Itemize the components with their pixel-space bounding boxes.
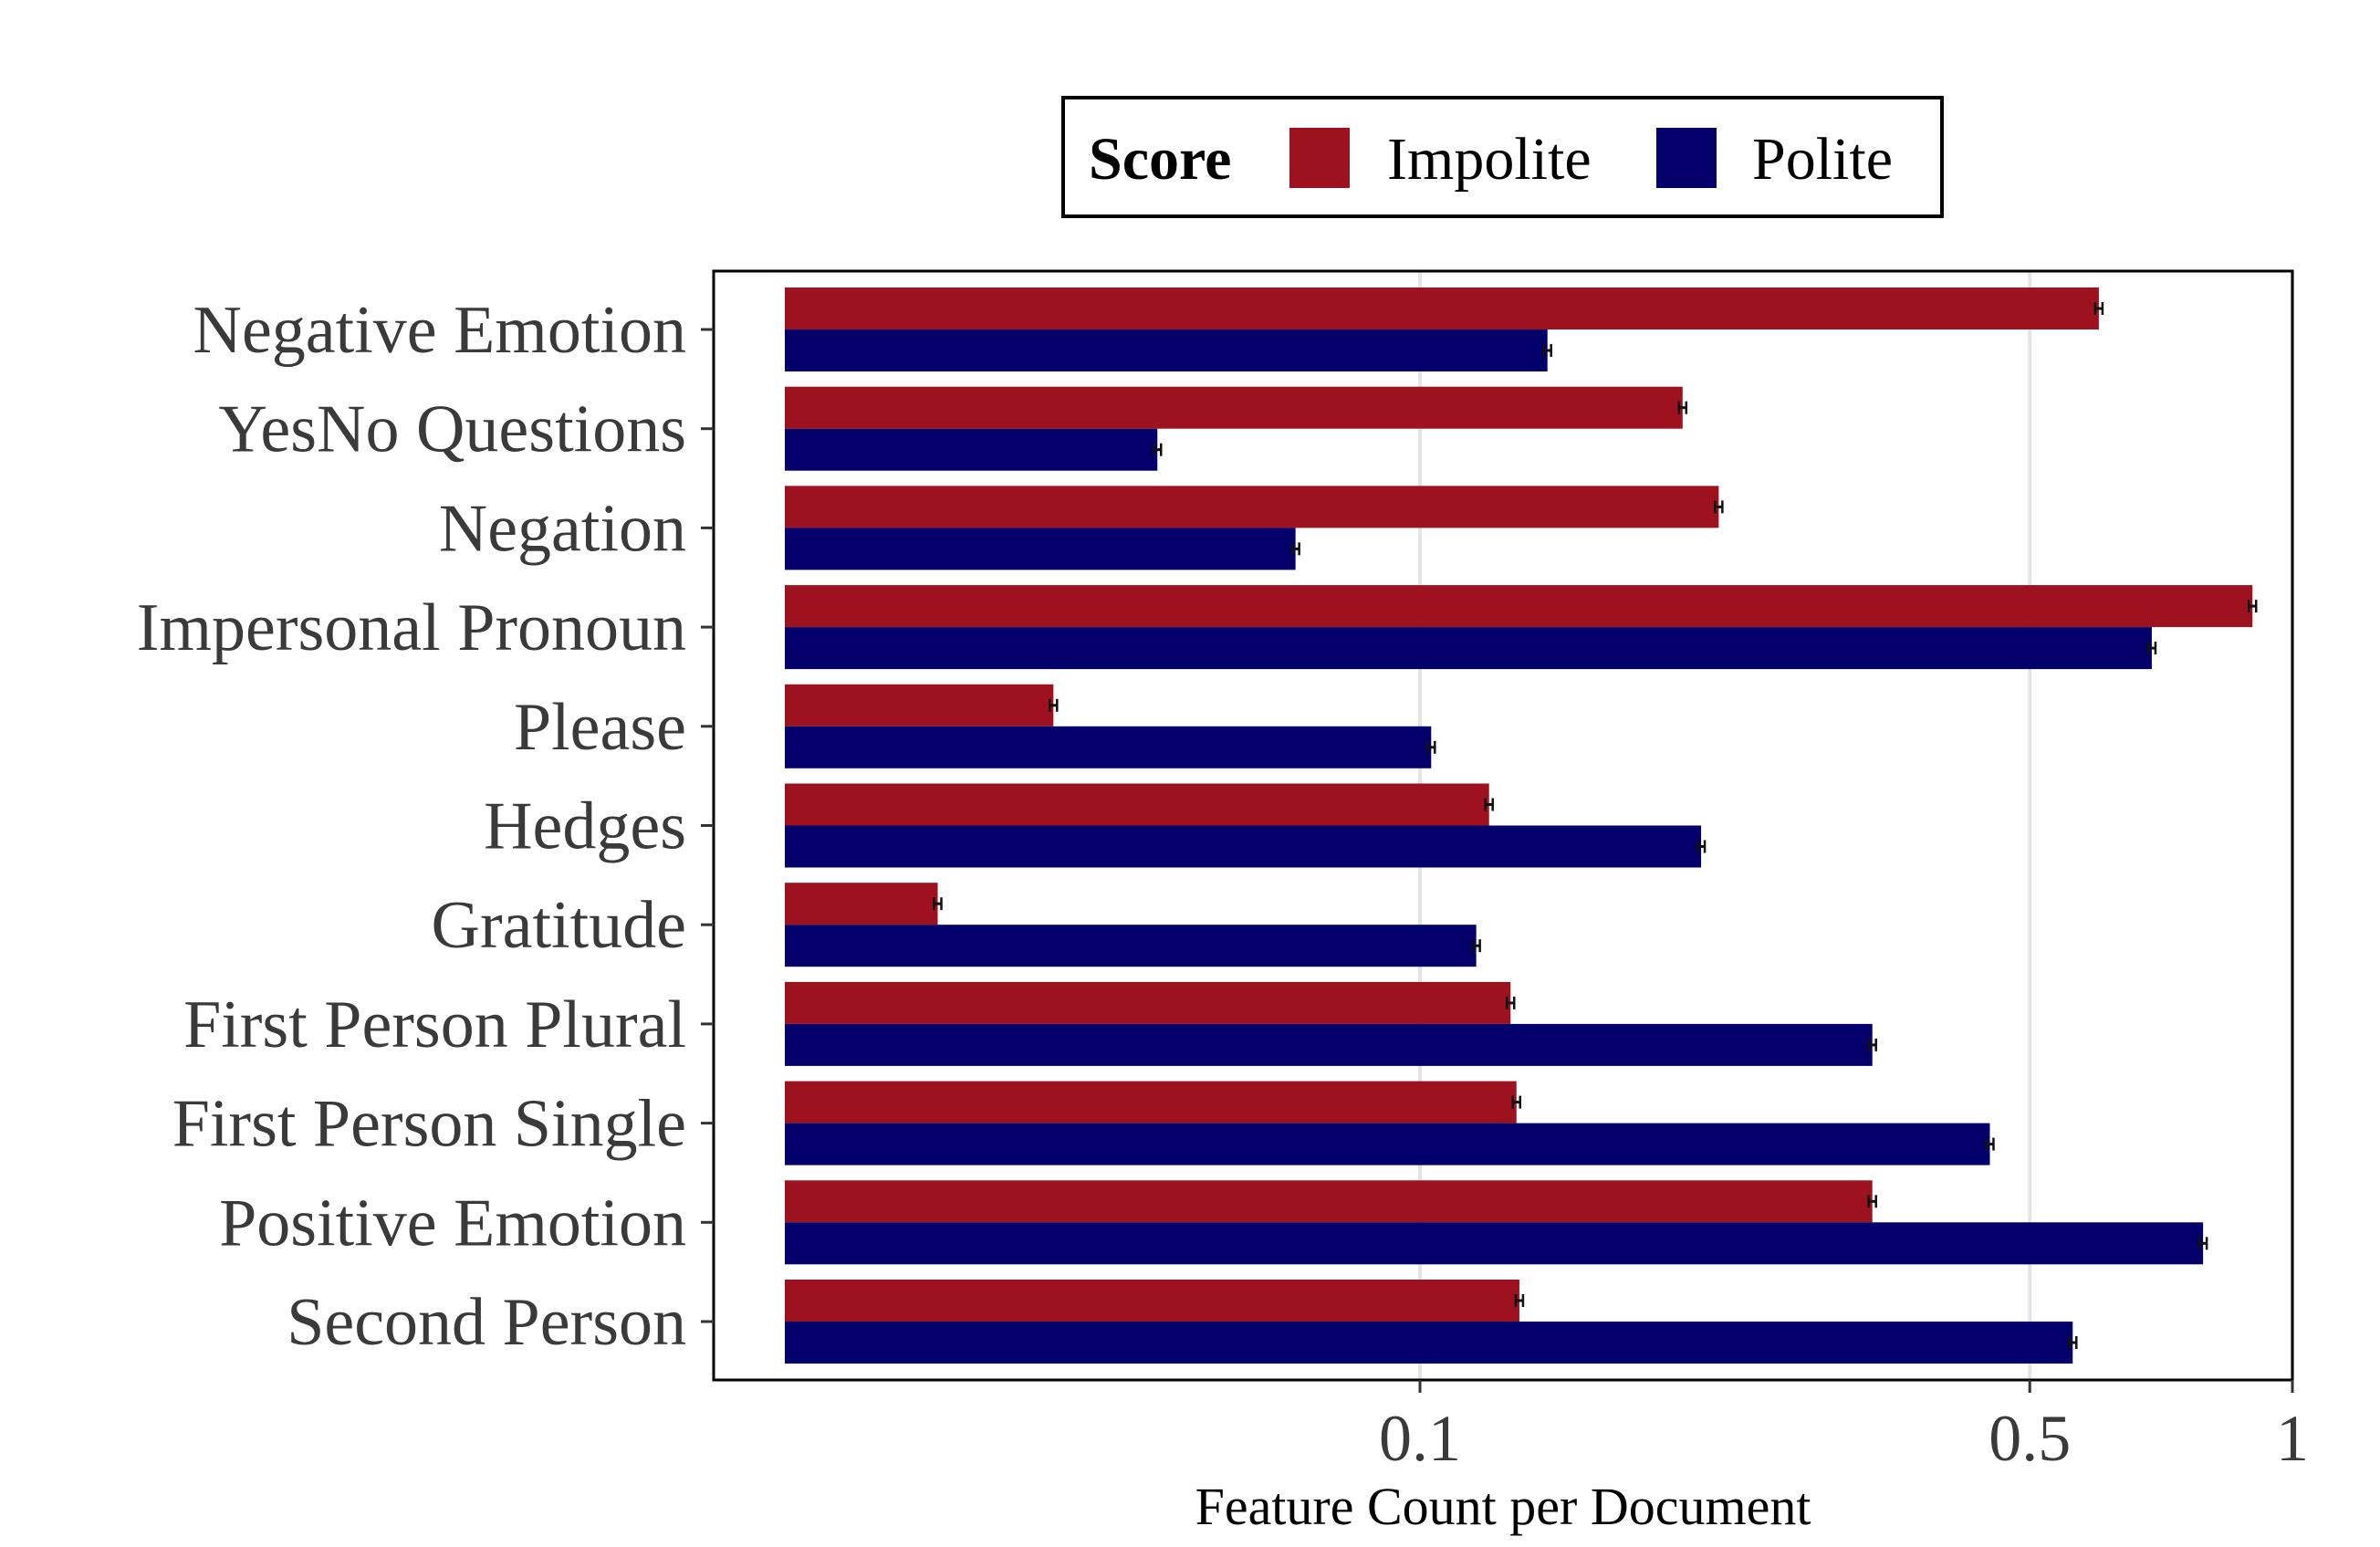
category-label: Gratitude	[432, 888, 686, 963]
bars	[785, 287, 2258, 1364]
x-axis: 0.1 0.5 1	[1379, 1380, 2309, 1475]
legend: Score Impolite Polite	[1061, 96, 1944, 218]
bar-polite	[785, 329, 1548, 371]
plot-area	[712, 269, 2294, 1382]
bar-impolite	[785, 783, 1489, 826]
category-label: Hedges	[484, 789, 686, 864]
category-label: Impersonal Pronoun	[137, 591, 686, 665]
bar-polite	[785, 528, 1296, 570]
bar-impolite	[785, 1180, 1873, 1223]
legend-swatch-impolite	[1289, 128, 1350, 188]
bar-polite	[785, 1322, 2073, 1364]
category-label: First Person Plural	[183, 988, 686, 1062]
category-label: Positive Emotion	[219, 1186, 686, 1260]
bar-polite	[785, 627, 2152, 670]
y-axis: Negative Emotion YesNo Questions Negation I…	[137, 293, 714, 1360]
x-tick-label: 1	[2276, 1402, 2309, 1475]
category-label: Negative Emotion	[193, 293, 686, 368]
legend-title: Score	[1089, 126, 1231, 193]
category-label: Please	[514, 690, 686, 765]
legend-label-impolite: Impolite	[1387, 126, 1592, 193]
legend-box	[1061, 96, 1944, 218]
category-label: YesNo Questions	[218, 392, 686, 467]
bar-polite	[785, 1023, 1873, 1066]
bar-polite	[785, 428, 1158, 471]
bar-polite	[785, 1123, 1990, 1165]
bar-polite	[785, 1222, 2204, 1265]
category-label: Second Person	[287, 1285, 686, 1360]
bar-polite	[785, 726, 1432, 768]
x-tick-label: 0.5	[1989, 1402, 2071, 1475]
category-label: First Person Single	[172, 1087, 686, 1162]
bar-impolite	[785, 585, 2253, 628]
x-axis-title: Feature Count per Document	[1195, 1477, 1811, 1536]
bar-impolite	[785, 883, 938, 925]
legend-swatch-polite	[1656, 128, 1717, 188]
bar-impolite	[785, 981, 1511, 1024]
legend-label-polite: Polite	[1752, 126, 1893, 193]
bar-impolite	[785, 287, 2099, 329]
bar-impolite	[785, 684, 1054, 726]
x-tick-label: 0.1	[1379, 1402, 1461, 1475]
bar-polite	[785, 825, 1702, 868]
bar-impolite	[785, 386, 1683, 429]
bar-impolite	[785, 486, 1719, 528]
bar-impolite	[785, 1280, 1519, 1322]
bar-impolite	[785, 1081, 1517, 1124]
category-label: Negation	[439, 491, 686, 566]
bar-polite	[785, 925, 1477, 967]
